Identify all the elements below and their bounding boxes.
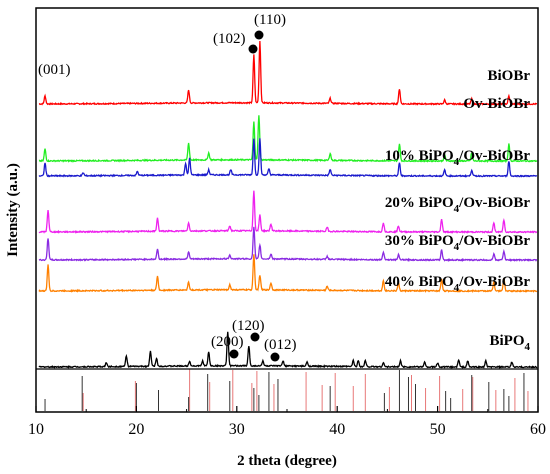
x-tick-label-40: 40	[329, 421, 345, 438]
peak-marker-120	[250, 332, 260, 342]
series-trace-40pct-bipo4-ov-biobr	[38, 254, 538, 293]
x-axis-title: 2 theta (degree)	[237, 453, 337, 469]
series-label-ov-biobr: Ov-BiOBr	[463, 96, 530, 112]
peak-marker-200	[229, 349, 239, 359]
x-tick-label-20: 20	[128, 421, 144, 438]
series-label-30pct-bipo4-ov-biobr: 30% BiPO4/Ov-BiOBr	[385, 233, 530, 253]
peak-label-001: (001)	[38, 62, 71, 78]
series-label-bipo4: BiPO4	[489, 333, 530, 353]
peak-label-110: (110)	[254, 12, 286, 28]
series-label-20pct-bipo4-ov-biobr: 20% BiPO4/Ov-BiOBr	[385, 195, 530, 215]
peak-marker-012	[270, 352, 280, 362]
x-tick-label-60: 60	[530, 421, 546, 438]
peak-marker-110	[254, 30, 264, 40]
series-trace-bipo4	[38, 331, 538, 370]
series-trace-30pct-bipo4-ov-biobr	[38, 226, 538, 263]
series-label-10pct-bipo4-ov-biobr: 10% BiPO4/Ov-BiOBr	[385, 148, 530, 168]
peak-label-012: (012)	[264, 337, 297, 353]
series-trace-20pct-bipo4-ov-biobr	[38, 190, 538, 234]
x-tick-label-10: 10	[28, 421, 44, 438]
series-label-40pct-bipo4-ov-biobr: 40% BiPO4/Ov-BiOBr	[385, 274, 530, 294]
series-trace-10pct-bipo4-ov-biobr	[38, 138, 538, 178]
x-tick-label-30: 30	[229, 421, 245, 438]
peak-label-102: (102)	[213, 31, 246, 47]
peak-marker-102	[248, 44, 258, 54]
y-axis-title: Intensity (a.u.)	[5, 163, 21, 257]
x-tick-label-50: 50	[430, 421, 446, 438]
series-trace-ov-biobr	[38, 115, 538, 164]
series-label-biobr: BiOBr	[487, 68, 530, 84]
peak-label-120: (120)	[232, 318, 265, 334]
series-trace-biobr	[38, 40, 538, 106]
peak-label-200: (200)	[211, 334, 244, 350]
